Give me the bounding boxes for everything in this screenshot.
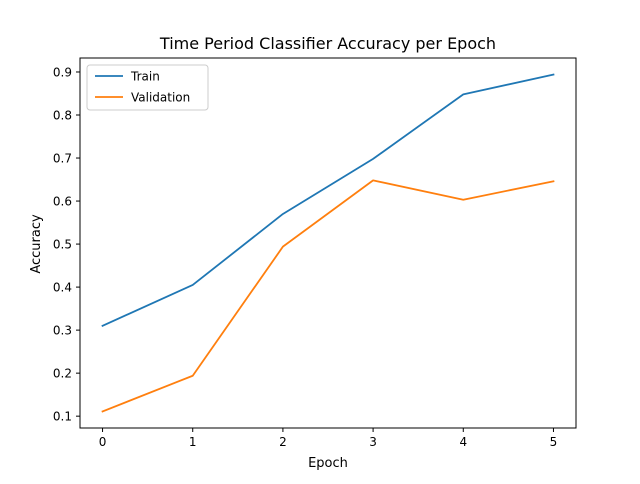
- series-line-train: [101, 73, 555, 328]
- axes-frame: [79, 57, 577, 429]
- plot-layer: [79, 57, 577, 429]
- legend-label-train: Train: [130, 70, 160, 84]
- chart-title: Time Period Classifier Accuracy per Epoc…: [159, 34, 496, 53]
- y-tick-label: 0.5: [53, 238, 72, 252]
- y-tick-label: 0.8: [53, 109, 72, 123]
- legend: Train Validation: [86, 64, 209, 111]
- x-tick-label: 3: [369, 435, 377, 449]
- tick-layer: 0 1 2 3 4 5 0.1 0.2 0.3 0.4 0.5 0.6 0.7 0.8 0.9: [53, 65, 557, 449]
- y-tick-label: 0.9: [53, 65, 72, 79]
- y-tick-label: 0.3: [53, 324, 72, 338]
- x-tick-label: 1: [189, 435, 197, 449]
- y-tick-label: 0.6: [53, 195, 72, 209]
- x-tick-label: 5: [550, 435, 558, 449]
- x-tick-label: 2: [279, 435, 287, 449]
- legend-label-validation: Validation: [131, 91, 190, 105]
- y-axis-label: Accuracy: [29, 214, 44, 274]
- x-axis-label: Epoch: [308, 456, 348, 471]
- x-tick-label: 0: [99, 435, 107, 449]
- y-tick-label: 0.2: [53, 367, 72, 381]
- series-line-validation: [101, 179, 555, 413]
- y-tick-label: 0.1: [53, 410, 72, 424]
- y-tick-label: 0.4: [53, 281, 72, 295]
- y-tick-label: 0.7: [53, 152, 72, 166]
- x-tick-label: 4: [459, 435, 467, 449]
